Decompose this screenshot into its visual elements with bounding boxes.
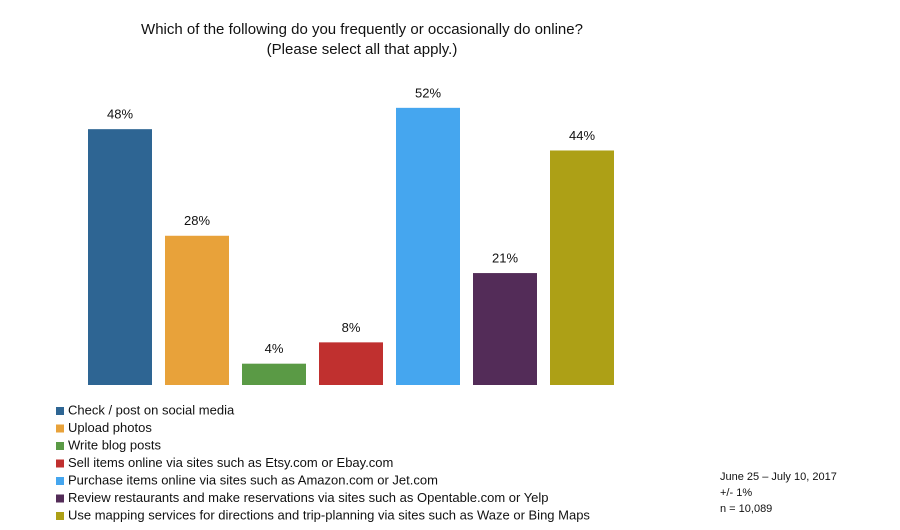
legend-swatch [56,512,64,520]
value-label: 21% [492,251,518,266]
bar [550,150,614,385]
value-label: 48% [107,107,133,122]
bar [319,342,383,385]
legend-label: Write blog posts [68,437,161,452]
value-label: 8% [342,320,361,335]
legend-label: Upload photos [68,420,152,435]
bar [473,273,537,385]
legend-label: Sell items online via sites such as Etsy… [68,455,393,470]
value-label: 4% [265,341,284,356]
note: n = 10,089 [720,503,772,515]
legend-swatch [56,477,64,485]
legend-label: Purchase items online via sites such as … [68,472,438,487]
legend-swatch [56,442,64,450]
bar [396,107,460,385]
chart-subtitle: (Please select all that apply.) [267,41,458,58]
legend-swatch [56,459,64,468]
value-label: 52% [415,85,441,100]
note: +/- 1% [720,487,752,499]
bar [165,235,229,385]
chart-title: Which of the following do you frequently… [141,21,583,38]
value-label: 44% [569,128,595,143]
bar [242,363,306,385]
bar [88,129,152,385]
value-label: 28% [184,213,210,228]
legend-label: Review restaurants and make reservations… [68,490,549,505]
legend-label: Use mapping services for directions and … [68,507,590,522]
legend-swatch [56,407,64,415]
note: June 25 – July 10, 2017 [720,471,837,483]
legend-label: Check / post on social media [68,402,235,417]
legend-swatch [56,494,64,503]
legend-swatch [56,424,64,433]
